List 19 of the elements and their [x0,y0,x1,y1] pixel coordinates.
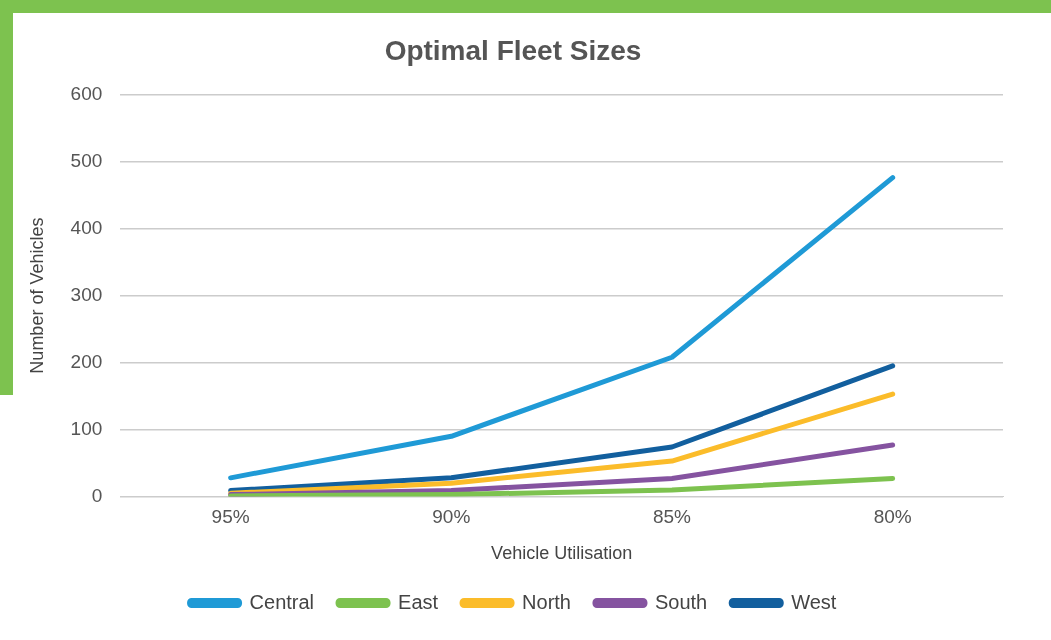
y-tick-label: 300 [70,283,103,305]
x-tick-label: 90% [432,506,471,528]
y-tick-label: 0 [91,484,103,506]
x-axis-title: Vehicle Utilisation [491,543,633,564]
y-tick-label: 100 [70,417,103,439]
legend-label: Central [249,590,315,613]
y-tick-label: 500 [70,149,103,171]
x-tick-label: 85% [652,506,692,528]
legend-label: East [398,590,439,613]
y-axis-title: Number of Vehicles [26,217,47,374]
x-tick-label: 80% [873,506,912,528]
chart-title: Optimal Fleet Sizes [384,34,642,66]
legend-label: North [522,590,571,613]
y-tick-label: 600 [70,82,103,104]
legend-label: South [654,590,708,613]
y-tick-label: 400 [70,216,103,238]
x-tick-label: 95% [211,506,250,528]
legend-label: West [791,590,837,613]
y-tick-label: 200 [70,350,103,372]
